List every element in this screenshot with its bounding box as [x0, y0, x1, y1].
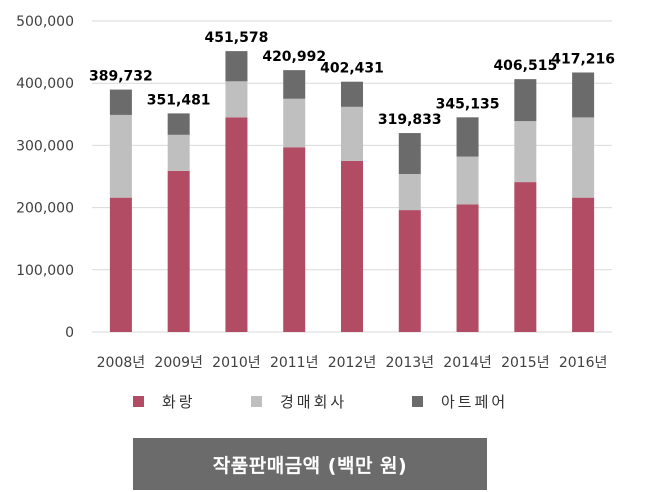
chart-caption: 작품판매금액 (백만 원) — [133, 438, 487, 490]
bar-segment-0-2 — [225, 117, 248, 332]
y-axis-ticks: 0 100,000 200,000 300,000 400,000 500,000 — [16, 14, 74, 341]
bar-segment-0-4 — [341, 160, 363, 332]
bar-segment-1-8 — [572, 117, 595, 198]
total-label: 417,216 — [551, 51, 615, 67]
legend-swatch-gallery — [133, 395, 144, 407]
legend-label-auction: 경매회사 — [280, 392, 348, 411]
bar-segment-1-7 — [514, 121, 537, 183]
y-tick-label: 200,000 — [16, 201, 74, 217]
bar-segment-0-3 — [283, 147, 306, 332]
bar-segment-2-8 — [572, 72, 595, 118]
legend-item-auction: 경매회사 — [251, 386, 347, 416]
y-tick-label: 300,000 — [16, 138, 74, 154]
bar-segment-1-6 — [456, 156, 479, 205]
bar-segment-2-2 — [225, 51, 248, 82]
bar-segment-2-5 — [398, 133, 421, 175]
bar-segment-1-3 — [283, 98, 306, 148]
total-label: 420,992 — [262, 49, 326, 65]
bar-segment-0-1 — [167, 170, 190, 332]
bar-segment-1-0 — [109, 114, 132, 198]
x-tick-label: 2011년 — [270, 355, 319, 371]
x-tick-label: 2010년 — [212, 355, 261, 371]
y-tick-label: 400,000 — [16, 76, 74, 92]
bar-segment-1-2 — [225, 81, 248, 118]
legend-label-gallery: 화랑 — [162, 392, 196, 411]
legend-label-artfair: 아트페어 — [441, 392, 509, 411]
y-tick-label: 0 — [65, 325, 74, 341]
total-label: 402,431 — [320, 61, 384, 77]
x-tick-label: 2013년 — [386, 355, 435, 371]
bar-segment-0-7 — [514, 182, 537, 332]
bar-segment-0-8 — [572, 197, 595, 332]
x-tick-label: 2015년 — [501, 355, 550, 371]
bar-segment-1-5 — [398, 174, 421, 211]
stacked-bar-chart: 0 100,000 200,000 300,000 400,000 500,000 389… — [16, 14, 615, 371]
legend: 화랑 경매회사 아트페어 — [0, 386, 650, 416]
legend-item-artfair: 아트페어 — [412, 386, 508, 416]
bar-segment-2-0 — [109, 89, 132, 115]
total-label: 389,732 — [89, 69, 153, 85]
total-label: 406,515 — [493, 58, 557, 74]
legend-swatch-auction — [251, 395, 262, 407]
total-label: 451,578 — [205, 30, 269, 46]
x-tick-label: 2014년 — [443, 355, 492, 371]
y-tick-label: 100,000 — [16, 263, 74, 279]
x-tick-label: 2016년 — [559, 355, 608, 371]
total-label: 345,135 — [436, 96, 500, 112]
bar-segment-2-3 — [283, 70, 306, 99]
total-label: 319,833 — [378, 112, 442, 128]
bar-segment-0-5 — [398, 210, 421, 332]
y-tick-label: 500,000 — [16, 14, 74, 30]
x-tick-label: 2009년 — [154, 355, 203, 371]
legend-swatch-artfair — [412, 395, 423, 407]
bar-segment-0-6 — [456, 204, 479, 332]
bar-segment-2-1 — [167, 113, 190, 135]
bars — [109, 51, 595, 332]
bar-segment-2-6 — [456, 117, 479, 157]
bar-segment-1-1 — [167, 134, 190, 171]
bar-segment-2-4 — [341, 81, 363, 107]
x-tick-label: 2008년 — [97, 355, 146, 371]
bar-segment-2-7 — [514, 79, 537, 122]
legend-item-gallery: 화랑 — [133, 386, 196, 416]
bar-segment-0-0 — [109, 197, 132, 332]
total-label: 351,481 — [147, 92, 211, 108]
x-axis-ticks: 2008년 2009년 2010년 2011년 2012년 2013년 2014년 2015년… — [97, 355, 608, 371]
bar-segment-1-4 — [341, 106, 363, 161]
x-tick-label: 2012년 — [328, 355, 377, 371]
